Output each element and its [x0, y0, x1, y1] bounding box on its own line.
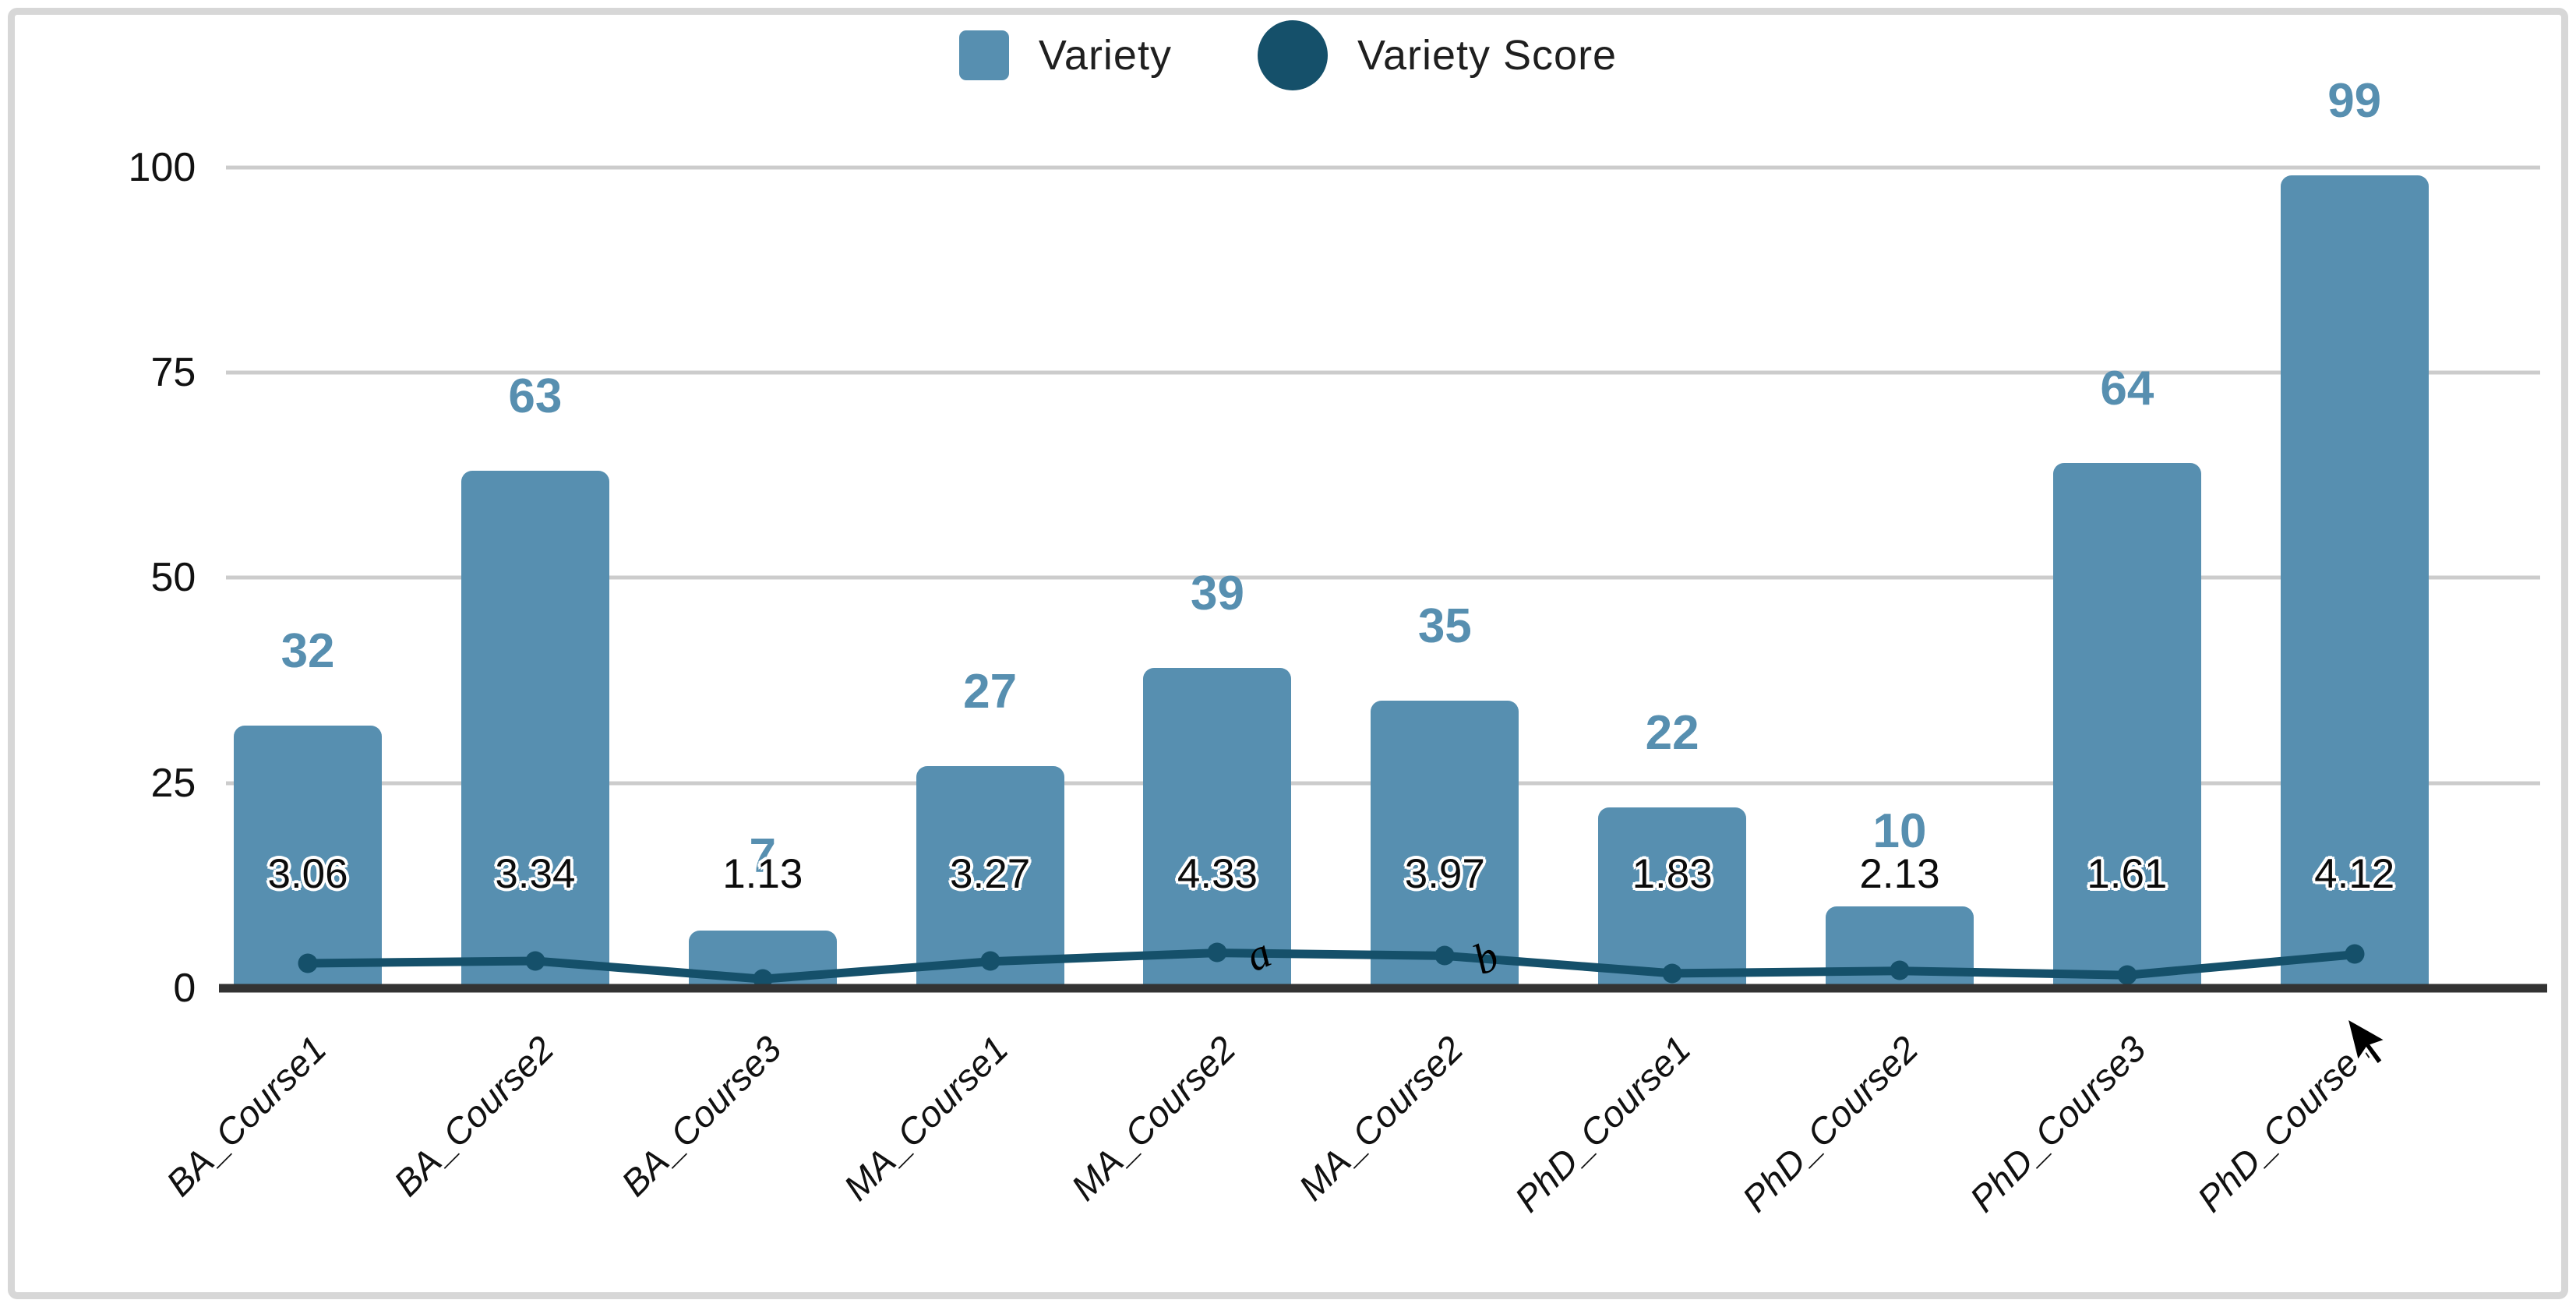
bar-value-label: 99 — [2327, 74, 2382, 129]
bar-value-label: 7 — [749, 829, 777, 884]
line-point-PhD_Course4[interactable] — [2345, 944, 2365, 964]
variety-score-line — [226, 168, 2540, 988]
x-axis-label-PhD_Course3: PhD_Course3 — [1961, 1027, 2154, 1220]
line-point-PhD_Course3[interactable] — [2117, 965, 2137, 985]
bar-PhD_Course3[interactable] — [2052, 462, 2201, 988]
bar-value-label: 64 — [2100, 361, 2154, 415]
score-value-label: 3.27 — [950, 850, 1031, 897]
gridline-75 — [225, 370, 2541, 375]
line-point-BA_Course2[interactable] — [525, 951, 545, 971]
line-point-MA_Course1[interactable] — [980, 951, 1000, 971]
y-tick-label-50: 50 — [150, 555, 196, 601]
gridline-50 — [225, 575, 2541, 580]
bar-value-label: 22 — [1645, 706, 1699, 761]
x-axis-label-PhD_Course1: PhD_Course1 — [1506, 1027, 1699, 1220]
bar-PhD_Course4[interactable] — [2280, 175, 2429, 988]
x-axis-label-BA_Course2: BA_Course2 — [385, 1027, 562, 1204]
plot-area: 0 25 50 75 100 32 3.06 63 3.34 7 1.13 27 3.27 39 4.33… — [129, 74, 2548, 1220]
score-value-label: 4.33 — [1177, 850, 1258, 897]
x-axis-label-MA_Course2: MA_Course2 — [1063, 1027, 1244, 1209]
x-axis-label-MA_Course2: MA_Course2 — [1290, 1027, 1471, 1209]
y-tick-label-0: 0 — [173, 965, 196, 1011]
mouse-cursor-icon — [2343, 1013, 2391, 1068]
bar-BA_Course1[interactable] — [234, 725, 383, 988]
chart-legend: Variety Variety Score — [0, 20, 2576, 90]
bar-MA_Course2[interactable] — [1143, 668, 1292, 988]
bar-MA_Course2[interactable] — [1371, 701, 1519, 988]
y-tick-label-25: 25 — [150, 760, 196, 806]
score-value-label: 2.13 — [1859, 850, 1940, 897]
line-point-MA_Course2[interactable] — [1207, 942, 1227, 963]
line-point-PhD_Course2[interactable] — [1890, 960, 1910, 980]
bar-value-label: 27 — [963, 665, 1018, 719]
line-point-MA_Course2[interactable] — [1434, 945, 1455, 966]
line-point-BA_Course1[interactable] — [298, 953, 318, 973]
score-value-label: 3.34 — [495, 850, 576, 897]
bar-PhD_Course1[interactable] — [1598, 807, 1747, 988]
bar-MA_Course1[interactable] — [916, 766, 1064, 988]
x-axis-label-MA_Course1: MA_Course1 — [835, 1027, 1017, 1209]
legend-item-variety[interactable]: Variety — [958, 30, 1172, 80]
score-value-label: 3.97 — [1404, 850, 1485, 897]
legend-label-variety-score: Variety Score — [1357, 32, 1618, 79]
bar-value-label: 35 — [1417, 599, 1472, 654]
score-value-label: 1.83 — [1632, 850, 1713, 897]
x-axis-label-BA_Course1: BA_Course1 — [157, 1027, 334, 1204]
x-axis-label-PhD_Course2: PhD_Course2 — [1734, 1027, 1926, 1220]
bar-value-label: 63 — [508, 369, 563, 424]
x-axis-baseline — [219, 984, 2548, 993]
legend-label-variety: Variety — [1038, 32, 1172, 79]
x-axis-label-BA_Course3: BA_Course3 — [612, 1027, 789, 1204]
variety-series-swatch-icon — [958, 30, 1009, 80]
gridline-100 — [225, 165, 2541, 170]
bar-value-label: 10 — [1872, 804, 1927, 859]
score-value-label: 1.13 — [722, 850, 803, 897]
line-point-PhD_Course1[interactable] — [1662, 963, 1682, 984]
score-value-label: 1.61 — [2087, 850, 2168, 897]
bar-value-label: 32 — [281, 623, 335, 678]
y-tick-label-100: 100 — [128, 144, 196, 190]
bar-value-label: 39 — [1190, 567, 1244, 621]
legend-item-variety-score[interactable]: Variety Score — [1257, 20, 1618, 90]
score-value-label: 4.12 — [2314, 850, 2395, 897]
variety-score-series-dot-icon — [1257, 20, 1328, 90]
y-tick-label-75: 75 — [150, 349, 196, 395]
bar-BA_Course2[interactable] — [461, 471, 609, 988]
score-value-label: 3.06 — [267, 850, 348, 897]
